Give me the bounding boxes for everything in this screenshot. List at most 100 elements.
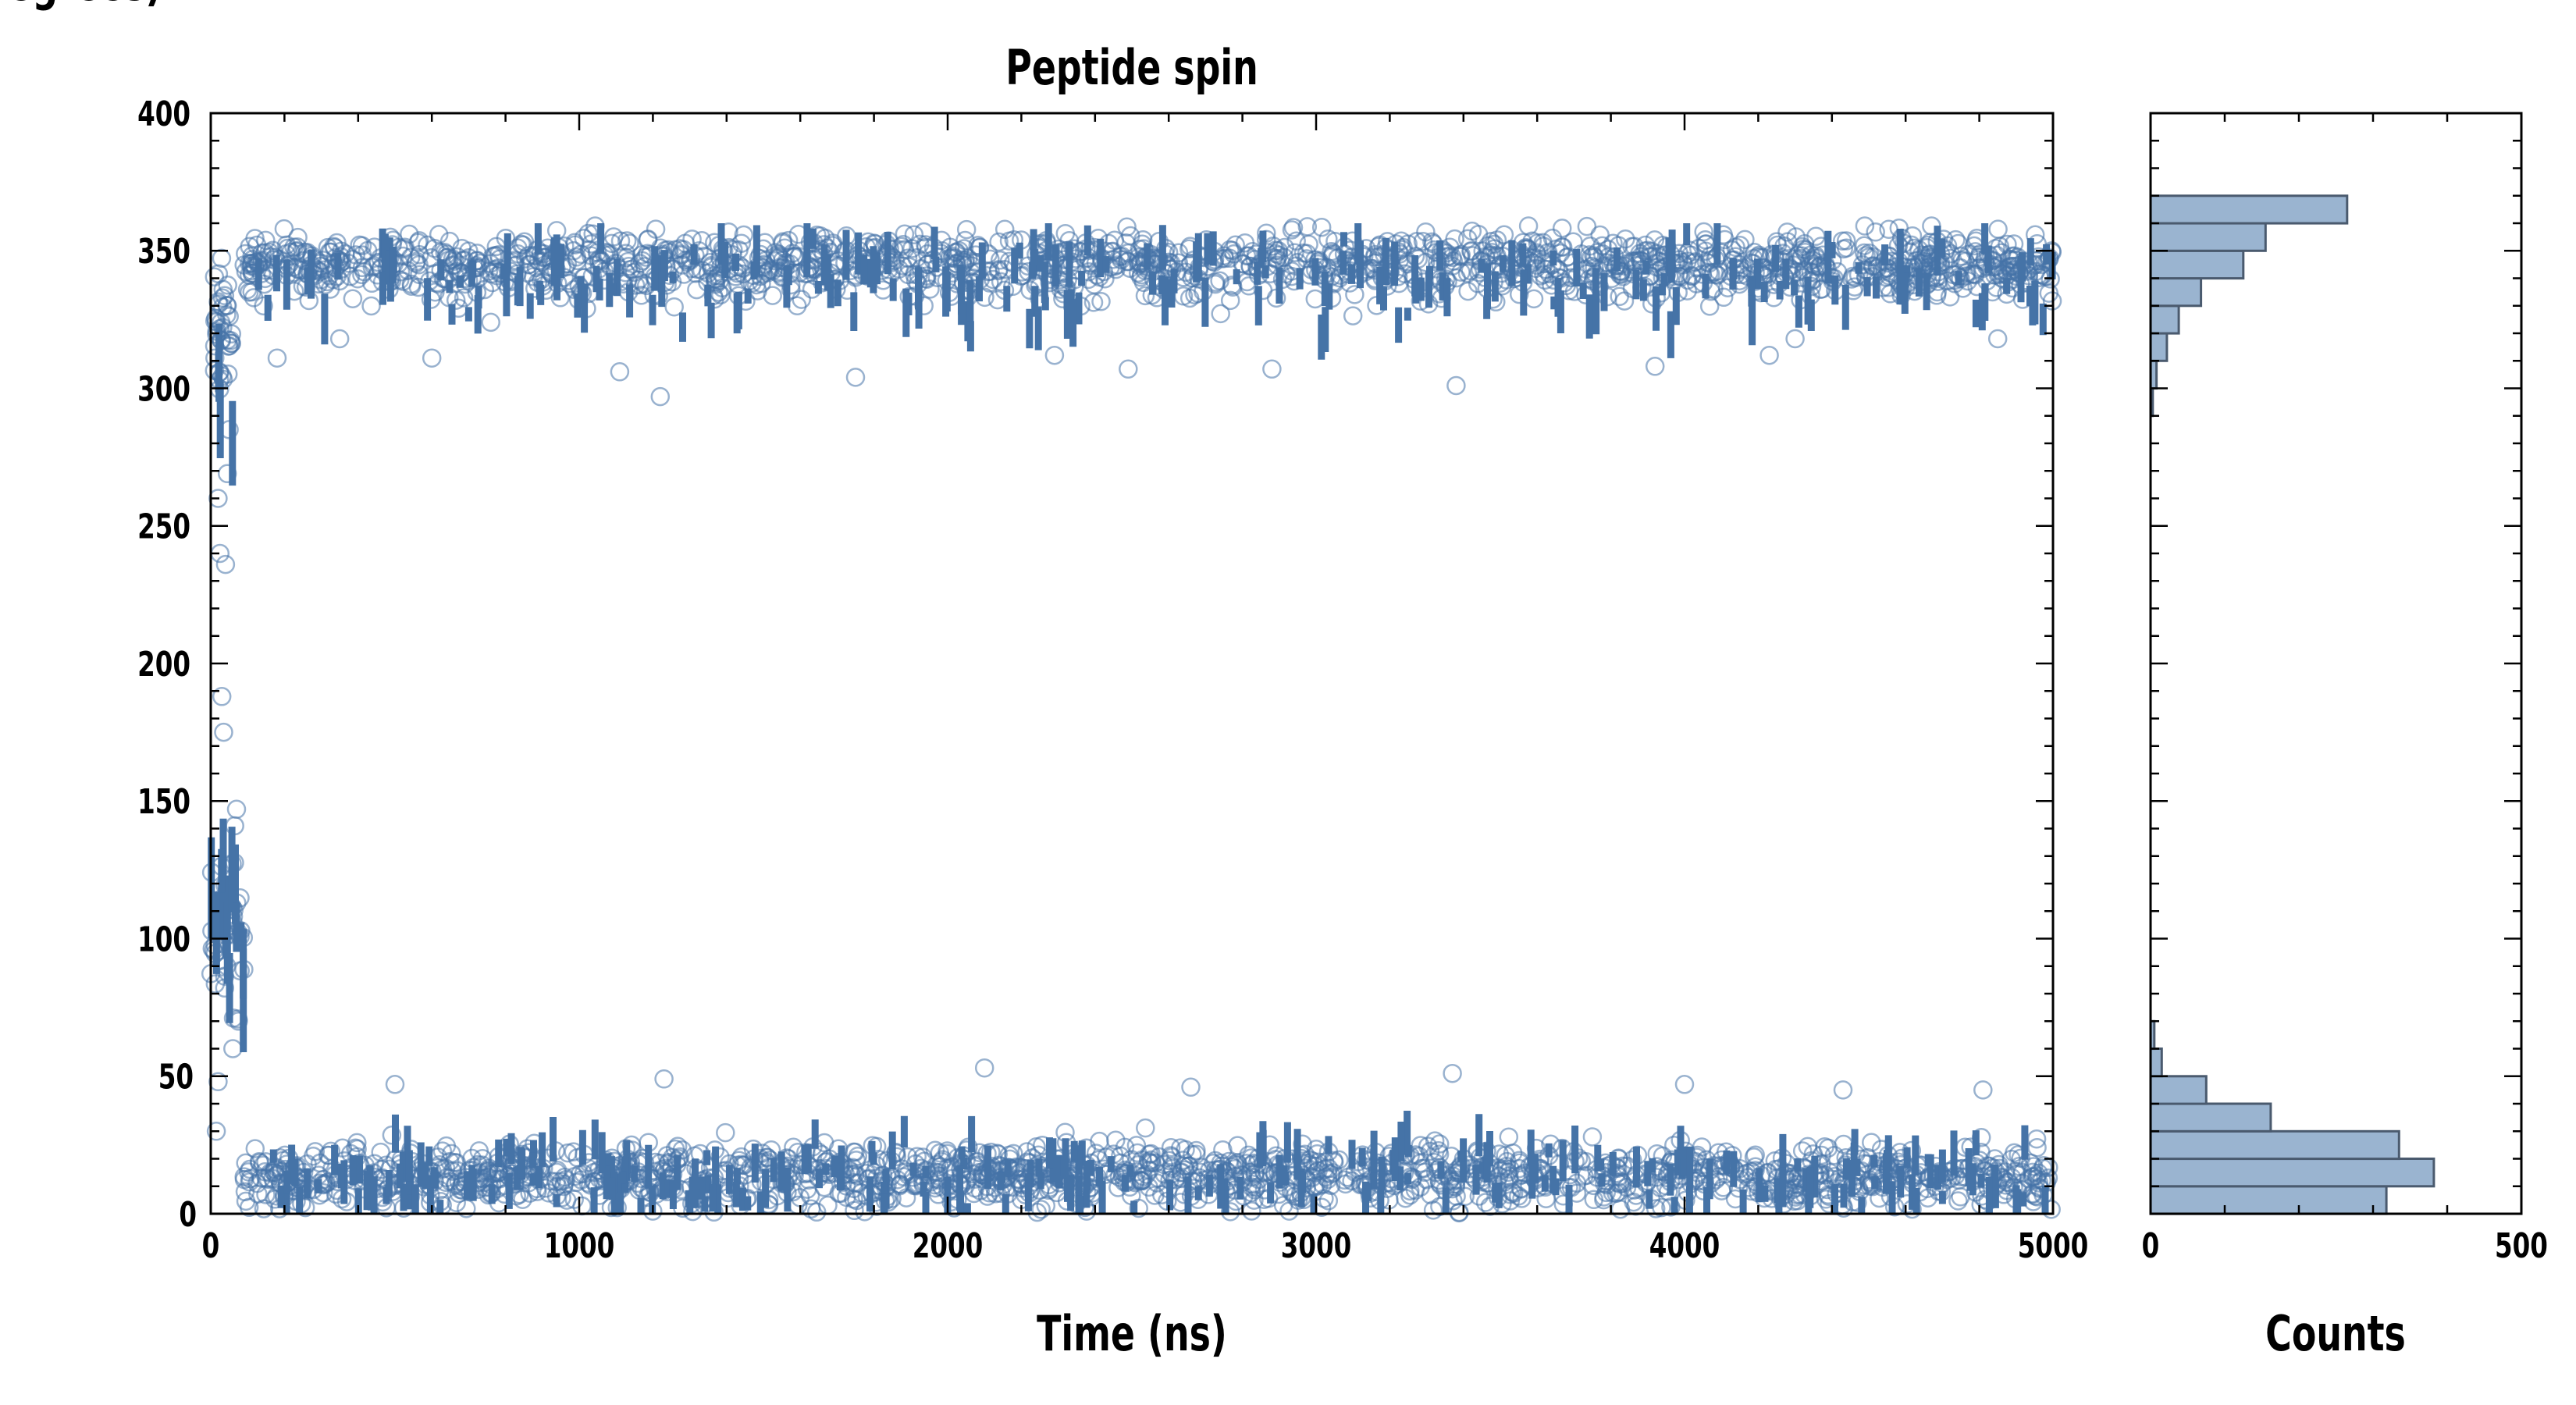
histogram-bar [2149,249,2245,280]
data-point [806,1202,827,1222]
data-point [518,255,539,275]
data-point [2030,264,2049,284]
data-point [1268,241,1289,261]
data-point [346,245,366,265]
data-point [1713,287,1734,308]
y-tick-label: 100 [137,920,190,960]
data-point [217,305,237,325]
histogram-bar [2149,1158,2435,1188]
data-point [1902,1140,1922,1161]
data-point [205,348,225,368]
data-point [1989,264,2009,284]
data-point [1265,1150,1286,1169]
histogram-bar [2149,1075,2208,1105]
data-point [2023,1166,2044,1186]
data-point [792,290,811,309]
data-point [1149,232,1169,251]
x-tick-label: 3000 [1281,1226,1352,1266]
data-point [1132,1150,1152,1170]
data-point [440,1172,461,1191]
data-point [610,362,630,382]
data-point [1798,1136,1818,1157]
data-point [1305,289,1325,309]
data-point [382,1126,402,1145]
histogram-ticks: 0 500 [2142,112,2548,1266]
data-point [1311,217,1332,237]
data-point [1225,1166,1245,1186]
data-point [1998,234,2017,254]
data-point [1614,291,1635,311]
data-point [1305,1163,1325,1183]
data-point [1795,243,1815,262]
chart-title: Peptide spin [1005,39,1258,96]
data-point [988,261,1009,281]
data-point [1135,286,1155,306]
data-point [2029,1173,2049,1193]
histogram-bar [2149,1102,2272,1133]
data-point [1833,1080,1853,1100]
data-point [1297,244,1317,263]
data-point [1988,219,2008,239]
data-point [680,251,700,271]
data-point [1645,357,1665,376]
y-tick-label: 0 [179,1195,197,1235]
data-point [1462,221,1482,241]
data-point [219,307,239,326]
histogram-x-tick-label: 500 [2495,1226,2548,1266]
data-point [1791,246,1812,265]
data-point [267,348,287,368]
data-point [401,276,422,296]
data-point [587,243,607,262]
data-point [454,288,474,308]
data-point [1055,223,1076,244]
data-point [555,1167,575,1187]
data-point [1282,220,1302,240]
data-point [671,245,691,265]
data-point [1253,280,1273,301]
histogram-bar [2149,332,2169,362]
data-point [848,1147,868,1166]
data-point [1854,243,1874,263]
data-point [1940,287,1960,307]
data-point [208,1072,228,1092]
data-point [252,251,272,270]
data-point [670,239,690,258]
data-point [1443,1063,1462,1083]
data-point [2026,261,2046,282]
data-point [288,227,308,247]
data-point [343,289,363,308]
data-point [1622,1150,1642,1170]
data-point [1948,1191,1968,1211]
data-point [1405,1180,1425,1200]
data-point [248,1184,268,1204]
x-tick-label: 2000 [913,1226,984,1266]
data-point [989,232,1009,252]
data-point [1321,1176,1341,1195]
data-point [361,296,381,316]
data-point [511,234,531,254]
data-point [765,251,785,271]
data-point [1236,1154,1257,1173]
data-point [664,297,684,317]
data-point [1642,241,1662,261]
data-point [1793,240,1813,259]
data-point [1091,291,1111,311]
histogram-plot: 0 500 Counts [2142,112,2548,1362]
data-point [1577,216,1597,237]
data-point [964,1183,984,1204]
data-point [1205,1151,1225,1171]
data-point [646,219,666,239]
data-point [1552,219,1572,238]
data-point [205,311,225,331]
data-point [1429,1141,1448,1161]
y-tick-label: 200 [137,645,190,685]
data-point [814,1177,834,1197]
data-point [1345,285,1364,304]
data-point [1159,1151,1179,1171]
data-point [1226,235,1245,255]
data-point [410,244,429,265]
data-point [1745,1145,1765,1165]
data-point [1855,216,1875,236]
data-point [1169,253,1189,272]
data-point [650,386,671,407]
